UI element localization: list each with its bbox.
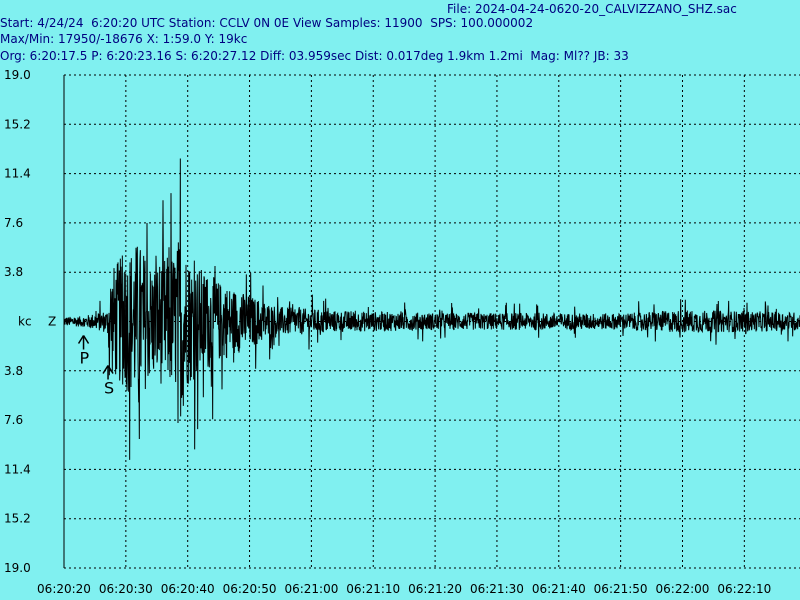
y-tick-label: 15.2	[4, 117, 31, 131]
view-samples-label: View Samples:	[292, 16, 381, 30]
jb-value: 33	[613, 49, 629, 63]
y-tick-label: 7.6	[4, 216, 23, 230]
maxmin-label: Max/Min:	[0, 32, 55, 46]
y-tick-label: 7.6	[4, 413, 23, 427]
phase-marker-label: S	[104, 379, 114, 398]
y-tick-label: 15.2	[4, 512, 31, 526]
dist-value: 0.017deg 1.9km 1.2mi	[386, 49, 523, 63]
start-label: Start:	[0, 16, 34, 30]
s-label: S:	[175, 49, 188, 63]
mag-value: Ml??	[563, 49, 591, 63]
x-tick-label: 06:21:50	[594, 582, 648, 596]
org-line: Org: 6:20:17.5 P: 6:20:23.16 S: 6:20:27.…	[0, 49, 629, 63]
diff-value: 03.959sec	[288, 49, 352, 63]
org-value: 6:20:17.5	[29, 49, 88, 63]
x-tick-label: 06:21:00	[284, 582, 338, 596]
phase-marker-s: S	[102, 365, 114, 398]
start-line: Start: 4/24/24 6:20:20 UTC Station: CCLV…	[0, 16, 533, 30]
y-tick-label: 3.8	[4, 265, 23, 279]
s-value: 6:20:27.12	[190, 49, 257, 63]
dist-label: Dist:	[354, 49, 383, 63]
org-label: Org:	[0, 49, 26, 63]
x-value: 1:59.0	[162, 32, 202, 46]
x-tick-label: 06:21:40	[532, 582, 586, 596]
y-tick-label: 19.0	[4, 561, 31, 575]
y-label: Y:	[204, 32, 215, 46]
file-value: 2024-04-24-0620-20_CALVIZZANO_SHZ.sac	[474, 2, 737, 16]
y-axis-unit: kc	[18, 315, 32, 329]
mag-label: Mag:	[530, 49, 560, 63]
view-samples-value: 11900	[384, 16, 423, 30]
station-label: Station:	[168, 16, 216, 30]
y-tick-label: 3.8	[4, 364, 23, 378]
waveform-trace	[63, 158, 800, 460]
start-value: 4/24/24 6:20:20 UTC	[37, 16, 165, 30]
phase-marker-label: P	[80, 349, 90, 368]
y-tick-label: 11.4	[4, 167, 31, 181]
file-line: File: 2024-04-24-0620-20_CALVIZZANO_SHZ.…	[447, 2, 737, 16]
x-label: X:	[146, 32, 159, 46]
sps-value: 100.000002	[460, 16, 534, 30]
maxmin-line: Max/Min: 17950/-18676 X: 1:59.0 Y: 19kc	[0, 32, 247, 46]
x-tick-label: 06:22:00	[656, 582, 710, 596]
p-value: 6:20:23.16	[106, 49, 172, 63]
y-value: 19kc	[218, 32, 248, 46]
x-tick-label: 06:20:40	[161, 582, 215, 596]
file-label: File:	[447, 2, 472, 16]
x-tick-label: 06:21:30	[470, 582, 524, 596]
maxmin-value: 17950/-18676	[58, 32, 143, 46]
x-tick-label: 06:21:20	[408, 582, 462, 596]
diff-label: Diff:	[260, 49, 286, 63]
x-tick-label: 06:20:30	[99, 582, 153, 596]
x-tick-label: 06:20:20	[37, 582, 91, 596]
jb-label: JB:	[593, 49, 610, 63]
phase-marker-p: P	[77, 335, 90, 368]
x-tick-label: 06:20:50	[223, 582, 277, 596]
y-tick-label: 19.0	[4, 68, 31, 82]
x-tick-label: 06:22:10	[717, 582, 771, 596]
x-tick-label: 06:21:10	[346, 582, 400, 596]
channel-label: Z	[48, 315, 56, 329]
p-label: P:	[91, 49, 103, 63]
y-tick-label: 11.4	[4, 462, 31, 476]
station-value: CCLV 0N 0E	[219, 16, 290, 30]
sps-label: SPS:	[430, 16, 457, 30]
